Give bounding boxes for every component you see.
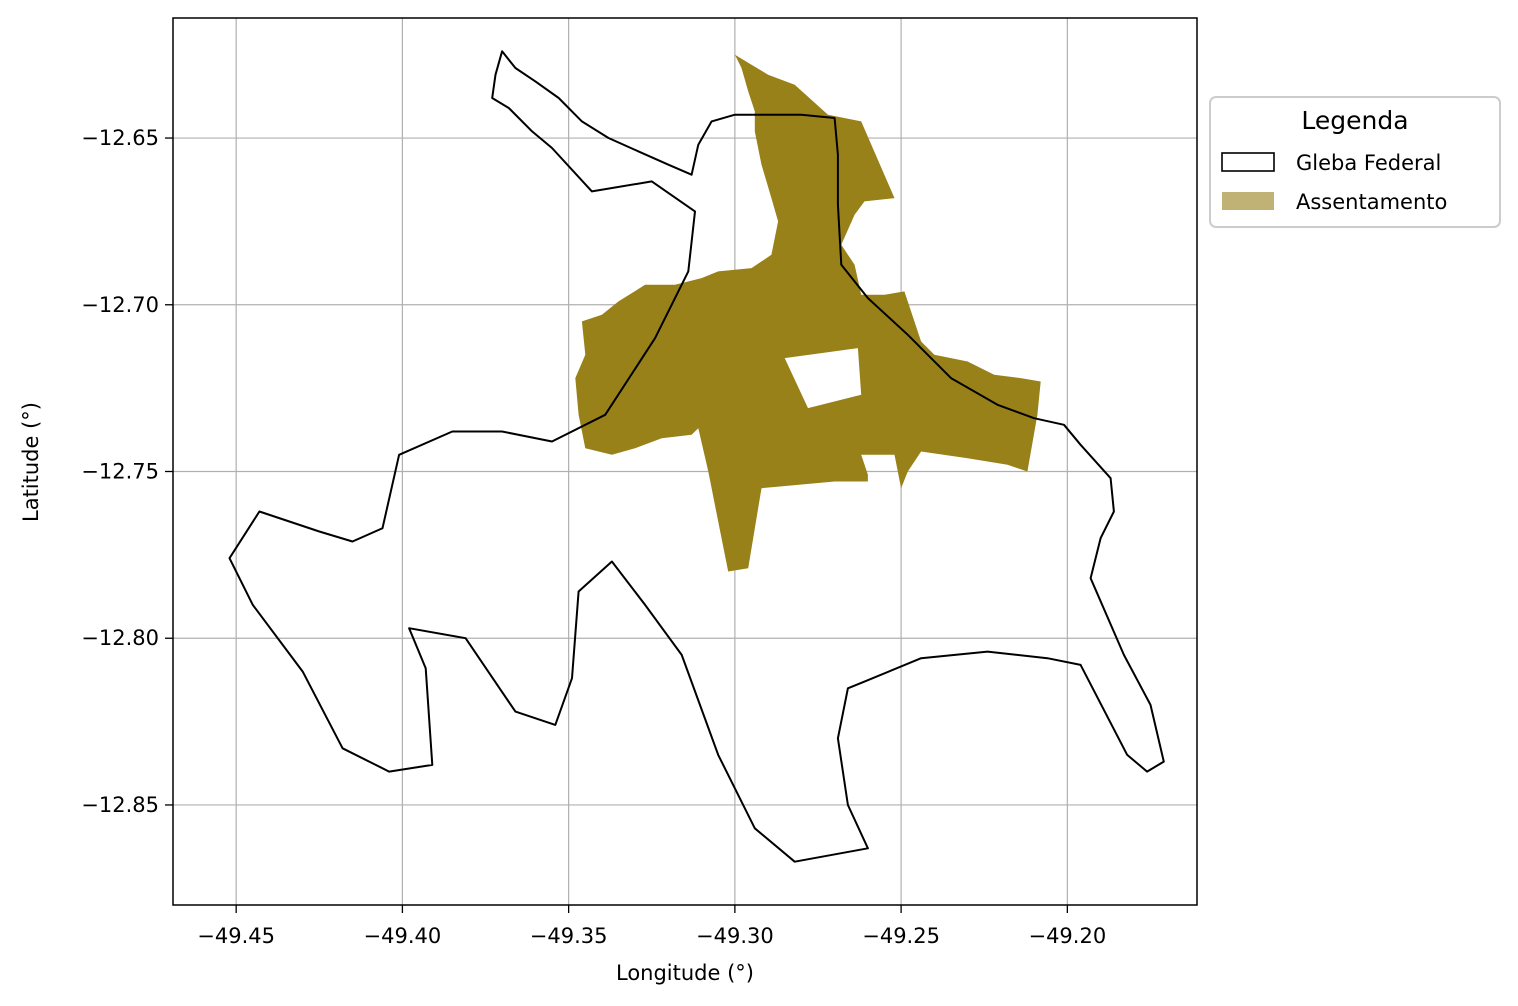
- legend-title: Legenda: [1301, 106, 1408, 135]
- y-tick-label: −12.85: [81, 793, 159, 817]
- x-tick-label: −49.35: [530, 924, 608, 948]
- x-tick-label: −49.25: [862, 924, 940, 948]
- y-tick-label: −12.70: [81, 293, 159, 317]
- y-tick-label: −12.65: [81, 126, 159, 150]
- legend-box: [1209, 96, 1501, 228]
- x-tick-label: −49.45: [197, 924, 275, 948]
- legend-label-assentamento: Assentamento: [1296, 190, 1447, 214]
- legend: Legenda Gleba Federal Assentamento: [1209, 96, 1501, 228]
- axis-ticks: −49.45 −49.40 −49.35 −49.30 −49.25 −49.20 −12.…: [81, 126, 1106, 948]
- y-tick-label: −12.80: [81, 626, 159, 650]
- x-axis-label: Longitude (°): [616, 961, 754, 985]
- x-tick-label: −49.30: [696, 924, 774, 948]
- x-tick-label: −49.40: [364, 924, 442, 948]
- legend-label-gleba-federal: Gleba Federal: [1296, 151, 1441, 175]
- gleba-federal-polygon: [228, 50, 1165, 863]
- x-tick-label: −49.20: [1028, 924, 1106, 948]
- y-tick-label: −12.75: [81, 460, 159, 484]
- legend-swatch-assentamento: [1222, 192, 1274, 210]
- map-layers: [228, 50, 1165, 863]
- y-axis-label: Latitude (°): [19, 402, 43, 522]
- plot-frame: [172, 17, 1198, 906]
- assentamento-polygon: [575, 54, 1041, 572]
- legend-swatch-gleba-federal: [1221, 152, 1275, 172]
